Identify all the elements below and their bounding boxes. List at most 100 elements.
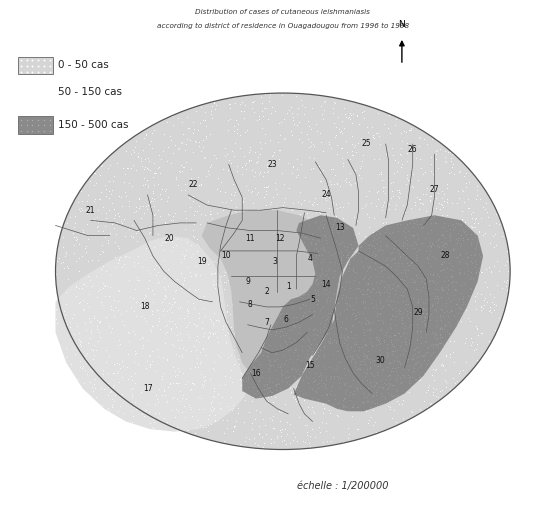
Point (375, 327, 384, 335)
Point (77, 252, 86, 261)
Point (91, 267, 100, 275)
Point (455, 270, 463, 278)
Point (351, 272, 360, 281)
Point (192, 295, 201, 303)
Point (136, 301, 145, 309)
Point (368, 284, 377, 292)
Point (295, 187, 304, 196)
Point (322, 376, 331, 384)
Point (379, 288, 388, 296)
Point (222, 335, 231, 344)
Point (390, 254, 398, 262)
Point (331, 224, 340, 232)
Point (116, 274, 125, 282)
Point (372, 230, 381, 239)
Point (109, 306, 118, 314)
Point (298, 101, 306, 109)
Point (298, 312, 307, 320)
Point (205, 328, 213, 336)
Point (316, 367, 324, 375)
Point (264, 249, 273, 258)
Point (314, 371, 323, 379)
Point (92, 311, 101, 319)
Point (438, 285, 447, 293)
Point (421, 279, 430, 287)
Point (71, 292, 80, 300)
Point (176, 284, 185, 292)
Point (273, 138, 282, 146)
Point (201, 312, 209, 320)
Point (163, 307, 172, 315)
Point (354, 353, 363, 361)
Point (411, 278, 419, 286)
Point (61, 311, 70, 319)
Point (365, 244, 374, 252)
Point (319, 245, 327, 253)
Point (119, 318, 128, 326)
Point (263, 159, 271, 167)
Point (415, 267, 424, 275)
Point (308, 230, 317, 238)
Point (394, 378, 403, 387)
Point (329, 290, 338, 298)
Point (475, 267, 484, 275)
Point (373, 402, 382, 411)
Point (110, 265, 119, 273)
Point (302, 412, 311, 420)
Point (339, 401, 348, 410)
Point (228, 180, 237, 188)
Point (387, 347, 396, 355)
Point (355, 248, 364, 257)
Point (220, 354, 229, 362)
Point (319, 220, 328, 228)
Point (456, 289, 465, 297)
Point (361, 272, 369, 280)
Point (164, 366, 173, 374)
Point (273, 355, 281, 363)
Point (386, 320, 394, 328)
Point (115, 340, 124, 348)
Point (176, 138, 185, 146)
Point (390, 392, 399, 400)
Point (164, 263, 173, 271)
Point (310, 324, 319, 332)
Point (277, 262, 286, 270)
Point (471, 229, 479, 238)
Point (467, 260, 476, 268)
Point (330, 266, 339, 274)
Point (129, 403, 138, 412)
Point (387, 272, 396, 281)
Point (387, 381, 396, 390)
Point (366, 199, 375, 207)
Point (431, 280, 440, 288)
Point (190, 320, 199, 328)
Point (338, 154, 347, 162)
Point (321, 382, 330, 391)
Point (251, 148, 259, 156)
Point (82, 242, 90, 250)
Point (200, 332, 209, 340)
Point (314, 297, 323, 306)
Point (208, 364, 217, 372)
Point (429, 365, 438, 373)
Point (349, 353, 357, 361)
Point (325, 399, 333, 408)
Point (286, 260, 294, 268)
Point (437, 238, 446, 246)
Point (93, 316, 102, 324)
Point (90, 313, 98, 322)
Point (197, 297, 206, 306)
Point (201, 108, 210, 116)
Point (449, 337, 458, 345)
Point (388, 151, 397, 159)
Point (167, 216, 176, 224)
Point (436, 311, 444, 319)
Point (324, 258, 332, 266)
Point (191, 351, 200, 359)
Point (174, 232, 183, 241)
Point (439, 247, 448, 255)
Point (343, 349, 352, 357)
Point (471, 296, 480, 305)
Point (239, 114, 248, 122)
Point (130, 293, 139, 301)
